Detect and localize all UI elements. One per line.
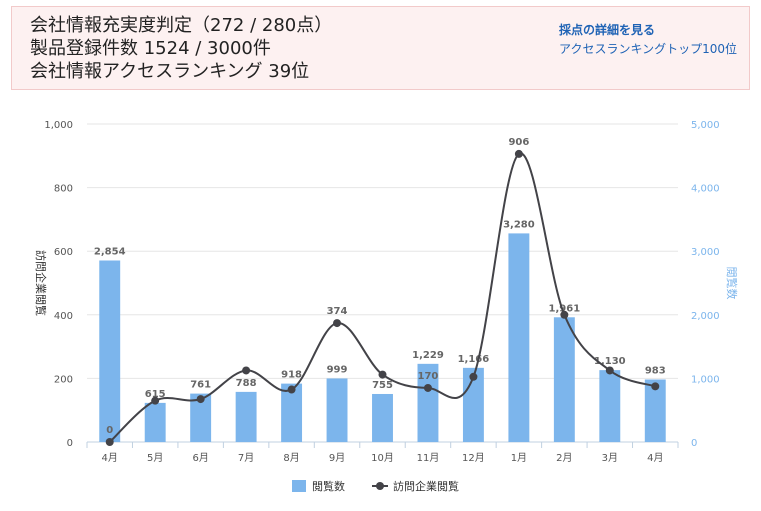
left-axis-tick-label: 1,000 [44, 120, 73, 131]
x-tick-label: 5月 [147, 452, 163, 464]
bar [417, 363, 439, 442]
info-score-line: 会社情報充実度判定（272 / 280点） [30, 15, 333, 36]
right-axis-tick-label: 2,000 [691, 311, 720, 322]
right-axis-tick-label: 3,000 [691, 247, 720, 258]
bar [281, 383, 303, 442]
right-axis-tick-label: 4,000 [691, 184, 720, 195]
legend-line-marker [376, 482, 384, 490]
x-tick-label: 9月 [329, 452, 345, 464]
bar-value-label: 615 [145, 389, 166, 400]
left-axis-tick-label: 400 [54, 311, 73, 322]
line-point [287, 385, 296, 394]
bar-value-label: 983 [645, 365, 666, 376]
legend-bar-swatch [292, 480, 306, 492]
bar [235, 391, 257, 442]
left-axis-title: 訪問企業閲覧 [34, 250, 48, 316]
bar-value-label: 1,130 [594, 356, 626, 367]
info-links: 採点の詳細を見る アクセスランキングトップ100位 [559, 21, 737, 59]
line-value-label: 374 [327, 306, 348, 317]
line-point [151, 396, 160, 405]
bar [144, 402, 166, 442]
left-axis-tick-label: 600 [54, 247, 73, 258]
bar-value-label: 761 [190, 380, 211, 391]
legend-line-label: 訪問企業閲覧 [393, 479, 459, 493]
right-axis-tick-label: 5,000 [691, 120, 720, 131]
bar-value-label: 918 [281, 370, 302, 381]
bar [99, 260, 121, 442]
access-chart: 0 0 200 1,000 400 2,000 600 3,000 800 4,000 1,000 5… [34, 120, 739, 493]
x-tick-label: 3月 [602, 452, 618, 464]
right-axis-tick-label: 0 [691, 438, 697, 449]
ranking-top-link[interactable]: アクセスランキングトップ100位 [559, 42, 737, 56]
line-point [105, 438, 114, 446]
line-point [560, 310, 569, 319]
bar [372, 393, 393, 442]
bar [553, 317, 575, 442]
left-axis-tick-label: 200 [54, 374, 73, 385]
bar [644, 379, 666, 442]
line-series-path [109, 152, 656, 443]
x-tick-label: 12月 [462, 452, 485, 464]
line-point [469, 372, 478, 381]
left-axis-tick-label: 0 [67, 438, 73, 449]
x-tick-label: 1月 [511, 452, 527, 464]
bar [599, 370, 621, 442]
right-axis-tick-label: 1,000 [691, 374, 720, 385]
info-product-count-line: 製品登録件数 1524 / 3000件 [30, 38, 271, 59]
legend-bar-label: 閲覧数 [312, 479, 345, 493]
x-tick-label: 6月 [192, 452, 208, 464]
line-point [242, 366, 251, 375]
bar-value-label: 999 [327, 364, 348, 375]
bar [326, 378, 348, 442]
bar-value-label: 2,854 [94, 246, 126, 257]
line-point [605, 366, 614, 375]
score-detail-link[interactable]: 採点の詳細を見る [559, 23, 656, 37]
x-tick-label: 4月 [102, 452, 118, 464]
bar-value-label: 1,166 [458, 354, 490, 365]
line-point [333, 319, 342, 328]
company-info-panel: 会社情報充実度判定（272 / 280点） 製品登録件数 1524 / 3000… [11, 6, 750, 90]
line-point [651, 382, 660, 391]
x-tick-label: 7月 [238, 452, 254, 464]
line-value-label: 906 [508, 137, 529, 148]
line-value-label: 0 [106, 425, 113, 436]
line-point [514, 149, 523, 158]
bar-value-label: 755 [372, 380, 393, 391]
x-tick-label: 10月 [371, 452, 394, 464]
line-point [378, 370, 387, 379]
bar [508, 233, 530, 442]
bar-value-label: 1,229 [412, 350, 444, 361]
left-axis-tick-label: 800 [54, 184, 73, 195]
x-tick-label: 8月 [283, 452, 299, 464]
right-axis-title: 閲覧数 [725, 267, 739, 300]
line-value-label: 170 [418, 371, 439, 382]
x-tick-label: 2月 [556, 452, 572, 464]
x-tick-label: 4月 [647, 452, 663, 464]
bar-value-label: 3,280 [503, 219, 535, 230]
line-point [423, 383, 432, 392]
bar [190, 393, 212, 442]
bar-value-label: 788 [236, 378, 257, 389]
bar-value-label: 1,961 [549, 303, 581, 314]
info-access-ranking-line: 会社情報アクセスランキング 39位 [30, 61, 310, 82]
x-tick-label: 11月 [417, 452, 440, 464]
line-point [196, 395, 205, 404]
